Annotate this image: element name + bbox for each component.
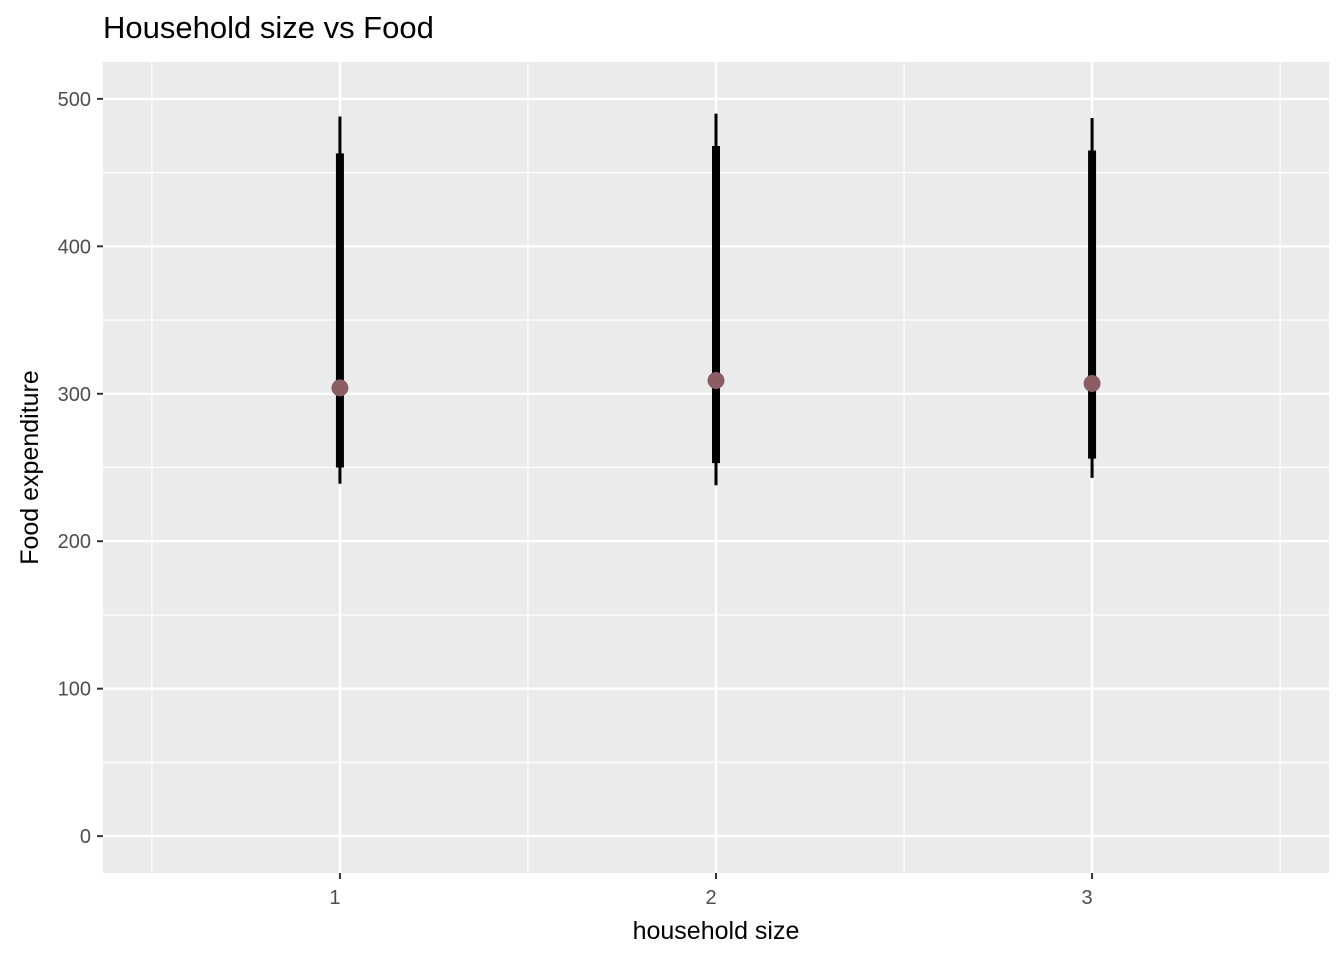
x-axis-ticks: 1 2 3 [329, 873, 1094, 909]
y-tick-label: 200 [58, 531, 91, 553]
y-axis-ticks: 0 100 200 300 400 500 [58, 89, 103, 848]
y-tick-label: 300 [58, 384, 91, 406]
x-axis-title: household size [633, 917, 800, 945]
y-tick-label: 500 [58, 89, 91, 111]
median-point [707, 372, 725, 390]
data-marks [331, 113, 1101, 486]
y-axis-title: Food expenditure [16, 370, 44, 565]
median-point [331, 379, 349, 397]
x-tick-label: 3 [1082, 887, 1093, 909]
chart-title: Household size vs Food [103, 10, 434, 45]
y-tick-label: 400 [58, 236, 91, 258]
x-tick-label: 1 [329, 887, 340, 909]
x-tick-label: 2 [705, 887, 716, 909]
y-tick-label: 100 [58, 679, 91, 701]
y-tick-label: 0 [80, 826, 91, 848]
median-point [1083, 374, 1101, 392]
